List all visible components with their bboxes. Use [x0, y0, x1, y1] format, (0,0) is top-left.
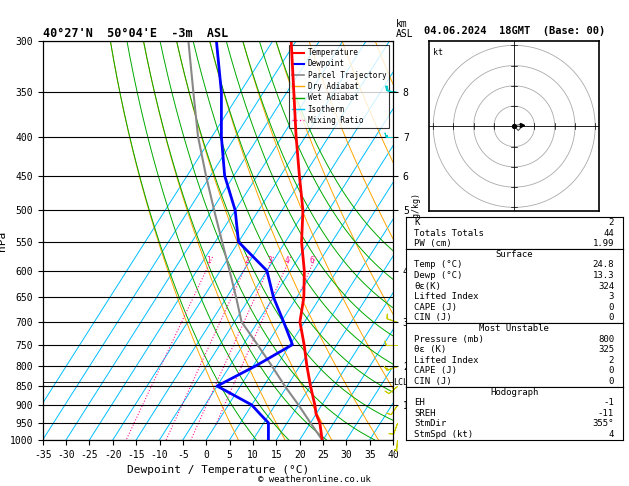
X-axis label: Dewpoint / Temperature (°C): Dewpoint / Temperature (°C) [127, 465, 309, 475]
Text: 0: 0 [609, 303, 614, 312]
Text: 324: 324 [598, 282, 614, 291]
Text: 24.8: 24.8 [593, 260, 614, 269]
Text: © weatheronline.co.uk: © weatheronline.co.uk [258, 474, 371, 484]
Text: Hodograph: Hodograph [490, 388, 538, 397]
Text: StmSpd (kt): StmSpd (kt) [415, 430, 474, 439]
Point [509, 122, 520, 130]
Text: StmDir: StmDir [415, 419, 447, 429]
Text: Temp (°C): Temp (°C) [415, 260, 463, 269]
Text: 13.3: 13.3 [593, 271, 614, 280]
Text: SREH: SREH [415, 409, 436, 418]
Text: CAPE (J): CAPE (J) [415, 303, 457, 312]
Text: θε(K): θε(K) [415, 282, 442, 291]
Text: 2: 2 [244, 256, 248, 265]
Text: -1: -1 [603, 398, 614, 407]
Text: 4: 4 [609, 430, 614, 439]
Text: 0: 0 [609, 366, 614, 375]
Text: Dewp (°C): Dewp (°C) [415, 271, 463, 280]
Text: Most Unstable: Most Unstable [479, 324, 549, 333]
Text: km: km [396, 19, 408, 29]
Text: 40°27'N  50°04'E  -3m  ASL: 40°27'N 50°04'E -3m ASL [43, 27, 228, 40]
Text: ASL: ASL [396, 29, 414, 39]
Text: kt: kt [433, 49, 443, 57]
Legend: Temperature, Dewpoint, Parcel Trajectory, Dry Adiabat, Wet Adiabat, Isotherm, Mi: Temperature, Dewpoint, Parcel Trajectory… [289, 45, 389, 128]
Text: PW (cm): PW (cm) [415, 239, 452, 248]
Text: Pressure (mb): Pressure (mb) [415, 335, 484, 344]
Text: 325: 325 [598, 345, 614, 354]
Text: 355°: 355° [593, 419, 614, 429]
Text: 1: 1 [206, 256, 211, 265]
Text: -11: -11 [598, 409, 614, 418]
Text: K: K [415, 218, 420, 227]
Text: 44: 44 [603, 228, 614, 238]
Text: 04.06.2024  18GMT  (Base: 00): 04.06.2024 18GMT (Base: 00) [423, 26, 605, 36]
Text: LCL: LCL [394, 378, 409, 387]
Y-axis label: Mixing Ratio (g/kg): Mixing Ratio (g/kg) [411, 193, 421, 288]
Text: 6: 6 [309, 256, 314, 265]
Text: 3: 3 [267, 256, 272, 265]
Text: CIN (J): CIN (J) [415, 377, 452, 386]
Text: 1.99: 1.99 [593, 239, 614, 248]
Text: 2: 2 [609, 218, 614, 227]
Text: 0: 0 [609, 313, 614, 322]
Text: Surface: Surface [496, 250, 533, 259]
Text: 3: 3 [609, 292, 614, 301]
Text: 4: 4 [284, 256, 289, 265]
Text: θε (K): θε (K) [415, 345, 447, 354]
Text: 2: 2 [609, 356, 614, 365]
Text: EH: EH [415, 398, 425, 407]
Text: CAPE (J): CAPE (J) [415, 366, 457, 375]
Text: Lifted Index: Lifted Index [415, 356, 479, 365]
Text: 800: 800 [598, 335, 614, 344]
Text: 0: 0 [609, 377, 614, 386]
Text: Totals Totals: Totals Totals [415, 228, 484, 238]
Text: CIN (J): CIN (J) [415, 313, 452, 322]
Y-axis label: hPa: hPa [0, 230, 7, 251]
Text: Lifted Index: Lifted Index [415, 292, 479, 301]
